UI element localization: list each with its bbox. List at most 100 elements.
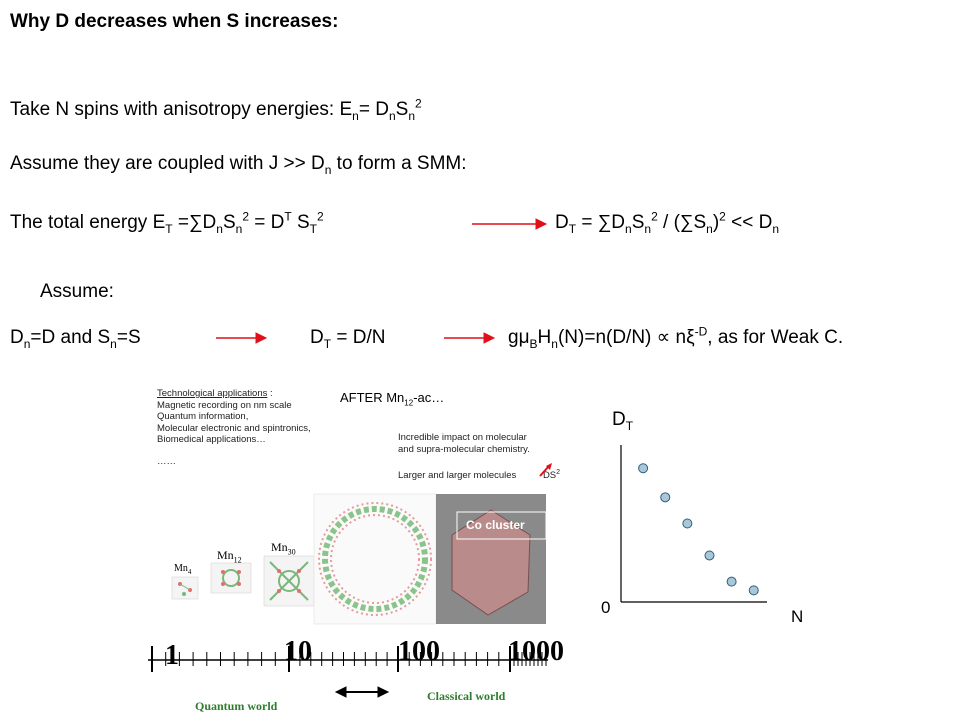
mn30-molecule-icon [263, 555, 315, 607]
impact-text: Incredible impact on molecular and supra… [398, 432, 530, 455]
tech-title: Technological applications [157, 388, 268, 399]
scale-label-1000: 1000 [508, 636, 564, 667]
data-point [660, 492, 671, 503]
scale-label-10: 10 [284, 636, 312, 667]
tech-item: Biomedical applications… [157, 434, 266, 445]
sup-2: 2 [651, 209, 658, 224]
larger-sup: 2 [556, 468, 561, 476]
classical-world-label: Classical world [427, 689, 506, 703]
larger-ds: DS [542, 470, 557, 481]
sub-n: n [324, 162, 332, 177]
tech-colon: : [267, 388, 273, 399]
impact-line: and supra-molecular chemistry. [398, 443, 530, 455]
small-arrow-icon [539, 463, 552, 477]
sup-2: 2 [242, 209, 249, 224]
sub-n: n [408, 108, 416, 123]
mn-sub: 12 [233, 555, 242, 565]
sub-t: T [323, 336, 332, 351]
assume-label: Assume: [40, 281, 114, 302]
l4-eq1: =D and S [30, 327, 111, 348]
tech-apps-block: Technological applications : Magnetic re… [157, 388, 311, 467]
dt-d: D [555, 212, 569, 233]
larger-label: Larger and larger molecules [398, 470, 517, 481]
ylabel-text: D [612, 409, 626, 430]
mn12-molecule-icon [210, 562, 252, 594]
chart-xlabel: N [791, 607, 804, 626]
sub-t: T [568, 221, 577, 236]
sub-n: n [625, 221, 632, 236]
tech-item: Magnetic recording on nm scale [157, 399, 292, 411]
data-point [726, 576, 737, 587]
co-cluster-label: Co cluster [466, 518, 525, 532]
l4-tail: , as for Weak C. [707, 327, 844, 348]
slide-title: Why D decreases when S increases: [10, 11, 339, 32]
line3-lead: The total energy E [10, 212, 166, 233]
dt-close: ) [712, 212, 720, 233]
line3-s1: S [222, 212, 236, 233]
mn30-label: Mn30 [271, 540, 296, 557]
line3-eq1: =∑D [172, 212, 217, 233]
chart-ylabel: DT [612, 409, 634, 433]
data-point [748, 585, 759, 596]
l4-d: D [10, 327, 24, 348]
total-energy-line: The total energy ET =∑DnSn2 = DT ST2 [10, 209, 324, 236]
sub-t: T [165, 221, 173, 236]
mn-base: Mn [361, 548, 378, 562]
ylabel-sub: T [625, 418, 634, 433]
assumption-line: Dn=D and Sn=S [10, 327, 141, 351]
tech-item: Quantum information, [157, 411, 249, 422]
l4-rest: (N)=n(D/N) ∝ nξ [557, 327, 695, 348]
line1-text: Take N spins with anisotropy energies: E [10, 99, 353, 120]
coupling-line: Assume they are coupled with J >> Dn to … [10, 153, 467, 177]
l4-mu: μ [518, 327, 530, 348]
co-cluster-image-icon [436, 494, 547, 624]
arrow-icon [472, 218, 548, 230]
mn12-label: Mn12 [217, 548, 242, 565]
chart-origin-label: 0 [601, 598, 611, 617]
sub-n: n [110, 336, 117, 351]
sub-n: n [235, 221, 243, 236]
line3-eq2: = D [249, 212, 285, 233]
sup-t: T [284, 209, 292, 224]
data-point [638, 463, 649, 474]
sub-n: n [216, 221, 223, 236]
sub-n: n [388, 108, 396, 123]
dt-s: S [631, 212, 645, 233]
after-sub: 12 [404, 398, 414, 408]
sub-t: T [309, 221, 318, 236]
l4-dt-eq: = D/N [331, 327, 386, 348]
line3-s2: S [291, 212, 310, 233]
mn-base: Mn [217, 548, 234, 562]
after-text: AFTER Mn [340, 390, 405, 405]
mn-base: Mn [271, 540, 288, 554]
line2-text: Assume they are coupled with J >> D [10, 153, 325, 174]
arrow-icon [216, 332, 268, 344]
data-point [682, 518, 693, 529]
quantum-world-label: Quantum world [195, 699, 278, 713]
sup-d: -D [694, 324, 708, 339]
sup-2: 2 [415, 96, 422, 111]
sub-n: n [352, 108, 359, 123]
mn-base: Mn [174, 563, 188, 574]
data-point [704, 550, 715, 561]
tech-item: Molecular electronic and spintronics, [157, 422, 311, 434]
sub-b: B [529, 336, 538, 351]
dt-lt: << D [725, 212, 773, 233]
arrow-icon [444, 332, 496, 344]
scale-label-100: 100 [398, 636, 440, 667]
weak-c-formula: gμBHn(N)=n(D/N) ∝ nξ-D, as for Weak C. [508, 324, 844, 351]
mn-sub: 84 [377, 555, 386, 565]
spin-anisotropy-line: Take N spins with anisotropy energies: E… [10, 96, 422, 123]
mn4-label: Mn4 [174, 563, 191, 576]
sub-n: n [706, 221, 713, 236]
mn-sub: 30 [287, 547, 296, 557]
l4-dt: D [310, 327, 324, 348]
sup-2: 2 [317, 209, 324, 224]
tech-item: …… [157, 455, 176, 467]
mn84-label: Mn84 [361, 548, 386, 565]
sup-2: 2 [719, 209, 726, 224]
mn4-molecule-icon [171, 576, 199, 600]
after-tail: -ac… [413, 390, 445, 405]
sub-n: n [772, 221, 780, 236]
impact-line: Incredible impact on molecular [398, 432, 527, 443]
